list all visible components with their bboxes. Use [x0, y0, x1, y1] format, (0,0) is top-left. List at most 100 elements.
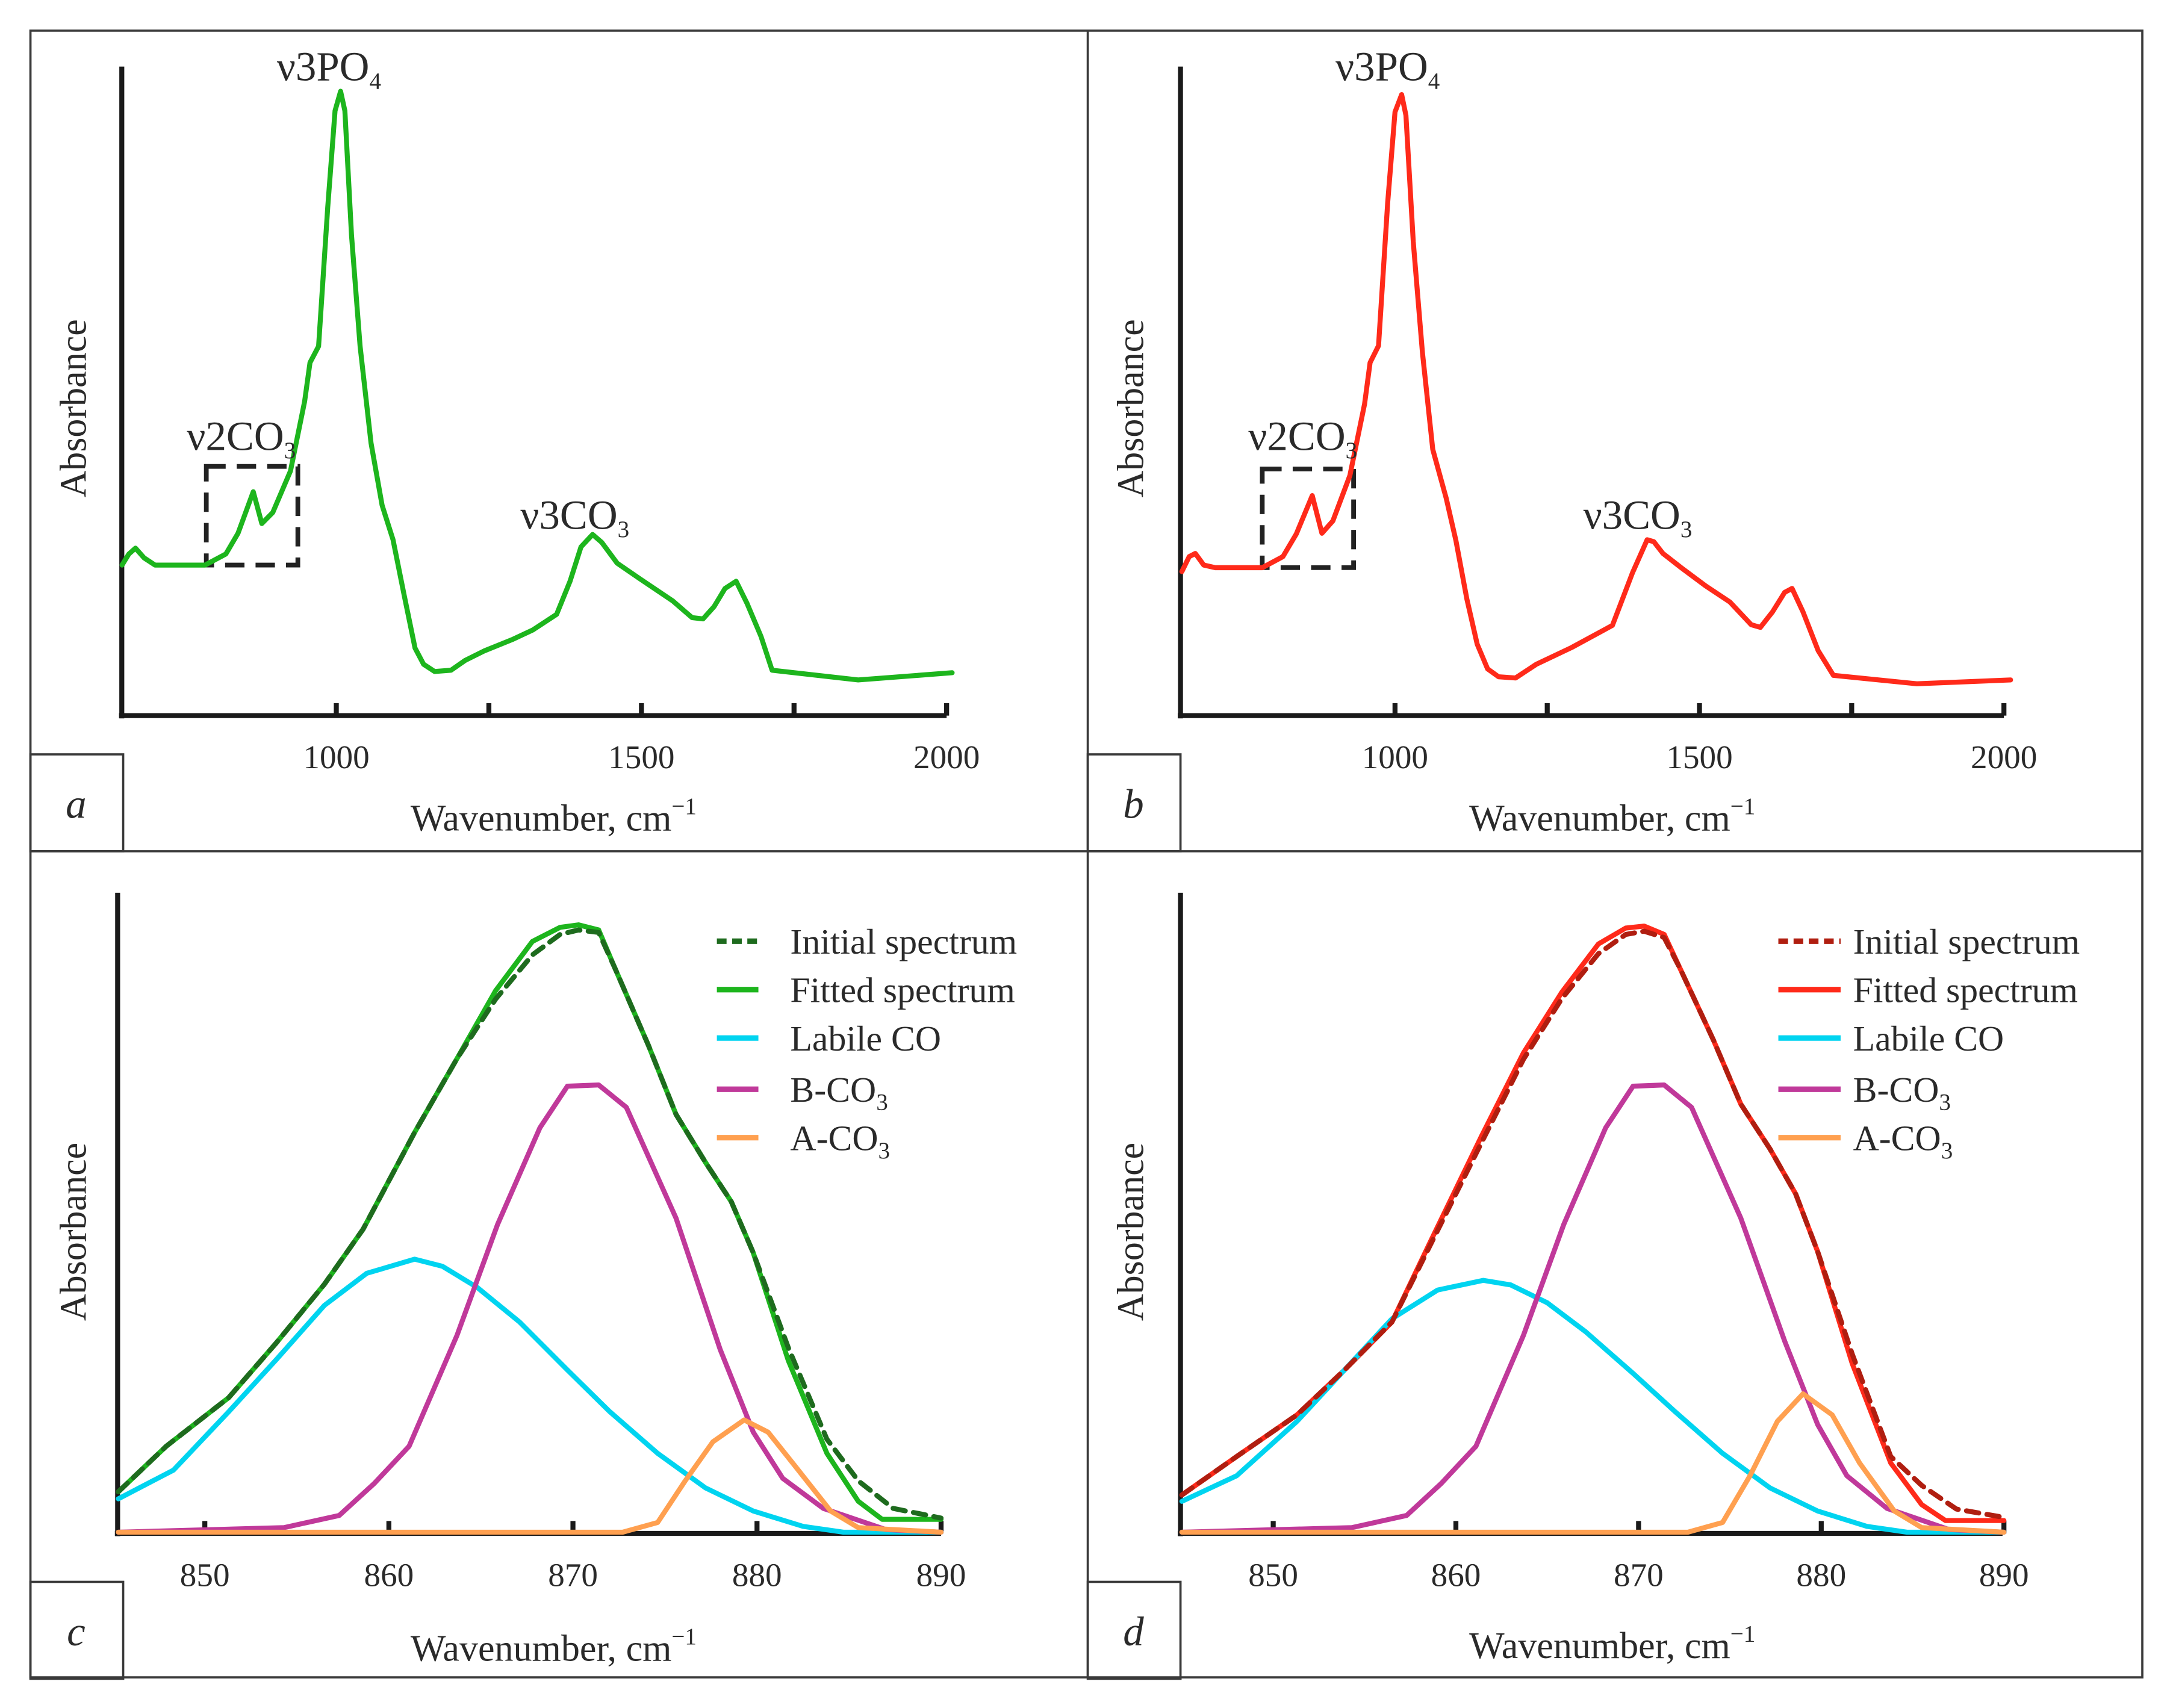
panel-label: d [1123, 1609, 1144, 1654]
legend-label-text: Fitted spectrum [790, 970, 1015, 1010]
x-tick-label: 1500 [1666, 739, 1732, 775]
x-axis-title-sup: −1 [1730, 793, 1756, 819]
panel-label: a [66, 781, 86, 827]
annotation-sub: 4 [1428, 68, 1440, 94]
peak-annotation: ν2CO3 [1248, 413, 1357, 464]
legend-label-sub: 3 [1939, 1090, 1951, 1116]
peak-annotation: ν3PO4 [1335, 44, 1440, 95]
annotation-text: ν3CO [520, 492, 617, 538]
legend-label: B-CO3 [790, 1070, 888, 1116]
panel-a: 1000 1500 2000 a Wavenumber, cm−1 Absorbance ν… [29, 44, 980, 852]
x-tick-label: 2000 [913, 739, 980, 775]
panel-label-box [29, 753, 125, 852]
x-axis-title: Wavenumber, cm−1 [1469, 1621, 1755, 1666]
panel-b: 1000 1500 2000 b Wavenumber, cm−1 Absorbance ν… [1086, 44, 2037, 852]
series-line-spectrum [119, 89, 955, 683]
x-tick-label: 870 [1614, 1556, 1664, 1593]
legend-label: Initial spectrum [790, 922, 1017, 961]
legend-label-text: Labile CO [1853, 1019, 2004, 1058]
y-axis-title: Absorbance [1111, 319, 1152, 497]
panel-d: 850 860 870 880 890 d Wavenumber, cm−1 Absorban… [1086, 892, 2080, 1680]
legend-label-text: A-CO [790, 1118, 878, 1158]
legend-label-sub: 3 [878, 1138, 890, 1164]
series-line-initial-spectrum [116, 927, 944, 1521]
outer-frame [29, 30, 2144, 1678]
x-axis-title-text: Wavenumber, cm [411, 798, 672, 839]
series-line-spectrum [1179, 92, 2013, 686]
x-axis-title-text: Wavenumber, cm [1469, 1626, 1730, 1666]
x-tick-label: 2000 [1971, 739, 2037, 775]
annotation-text: ν2CO [1248, 413, 1345, 459]
legend-label-text: Initial spectrum [790, 922, 1017, 961]
x-axis-title-text: Wavenumber, cm [411, 1629, 672, 1669]
annotation-sub: 4 [369, 68, 381, 94]
x-tick-label: 880 [732, 1556, 782, 1593]
x-tick-label: 1000 [1362, 739, 1428, 775]
panel-label-box [29, 1580, 125, 1680]
legend-label: Labile CO [790, 1019, 941, 1058]
legend-label-text: Fitted spectrum [1853, 970, 2078, 1010]
x-axis-title-text: Wavenumber, cm [1469, 798, 1730, 839]
panel-label-box [1086, 1580, 1182, 1680]
series-line-b-co [116, 1082, 944, 1535]
peak-annotation: ν2CO3 [187, 413, 296, 464]
legend-label-text: Initial spectrum [1853, 922, 2080, 961]
x-tick-label: 1000 [303, 739, 369, 775]
x-axis-title: Wavenumber, cm−1 [411, 1624, 697, 1669]
series-line-labile-co [116, 1256, 944, 1535]
panel-c: 850 860 870 880 890 c Wavenumber, cm−1 Absorban… [29, 892, 1017, 1680]
legend-label-sub: 3 [876, 1090, 888, 1116]
annotation-text: ν2CO [187, 413, 284, 459]
legend-label-text: Labile CO [790, 1019, 941, 1058]
annotation-text: ν3CO [1583, 492, 1680, 538]
legend-label: Labile CO [1853, 1019, 2004, 1058]
x-tick-label: 870 [548, 1556, 598, 1593]
legend-label-text: B-CO [790, 1070, 876, 1110]
series-line-fitted-spectrum [116, 922, 944, 1522]
panel-label-box [1086, 753, 1182, 852]
legend-label: A-CO3 [1853, 1118, 1953, 1164]
y-axis-title: Absorbance [54, 319, 95, 497]
x-axis-title: Wavenumber, cm−1 [411, 793, 697, 839]
x-axis-title-sup: −1 [671, 1624, 697, 1650]
annotation-sub: 3 [618, 517, 630, 542]
annotation-text: ν3PO [1335, 44, 1428, 90]
x-axis-title-sup: −1 [671, 793, 697, 819]
x-tick-label: 890 [916, 1556, 966, 1593]
highlight-box-v2co3 [204, 464, 300, 568]
legend-label-sub: 3 [1941, 1138, 1953, 1164]
series-line-a-co [1179, 1391, 2007, 1535]
series-line-initial-spectrum [1179, 928, 2007, 1520]
legend-label-text: A-CO [1853, 1118, 1941, 1158]
peak-annotation: ν3CO3 [520, 492, 629, 542]
x-tick-label: 860 [364, 1556, 414, 1593]
legend: Initial spectrum Fitted spectrum Labile CO… [1778, 922, 2080, 1164]
y-axis-title: Absorbance [1111, 1143, 1152, 1321]
x-tick-label: 890 [1979, 1556, 2029, 1593]
x-tick-label: 860 [1431, 1556, 1481, 1593]
peak-annotation: ν3PO4 [277, 44, 381, 95]
annotation-sub: 3 [1346, 438, 1358, 464]
panel-label: c [67, 1609, 85, 1654]
panel-label: b [1123, 781, 1143, 827]
legend-label: Initial spectrum [1853, 922, 2080, 961]
annotation-text: ν3PO [277, 44, 370, 90]
legend-label: B-CO3 [1853, 1070, 1951, 1116]
series-line-a-co [116, 1417, 944, 1535]
annotation-sub: 3 [1680, 517, 1693, 542]
legend-label-text: B-CO [1853, 1070, 1939, 1110]
x-tick-label: 880 [1796, 1556, 1846, 1593]
y-axis-title: Absorbance [54, 1143, 95, 1321]
annotation-sub: 3 [284, 438, 296, 464]
highlight-box-v2co3 [1260, 467, 1356, 570]
legend-label: A-CO3 [790, 1118, 890, 1164]
series-line-b-co [1179, 1082, 2007, 1535]
x-tick-label: 850 [1248, 1556, 1298, 1593]
x-tick-label: 850 [180, 1556, 230, 1593]
legend-label: Fitted spectrum [790, 970, 1015, 1010]
x-axis-title-sup: −1 [1730, 1621, 1756, 1647]
x-axis-title: Wavenumber, cm−1 [1469, 793, 1755, 839]
peak-annotation: ν3CO3 [1583, 492, 1692, 542]
x-tick-label: 1500 [608, 739, 674, 775]
